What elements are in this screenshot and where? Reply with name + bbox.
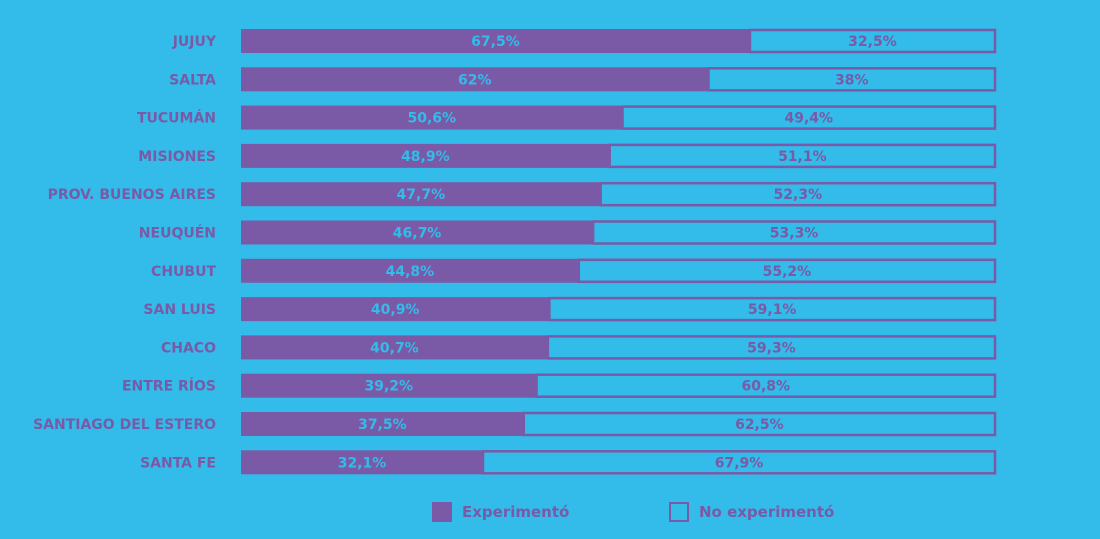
- value-label-experimento-santiago-del-estero: 37,5%: [358, 417, 407, 433]
- legend-item-experimento: Experimentó: [432, 500, 569, 524]
- bar-experimento-tucuman: [241, 105, 623, 130]
- category-label-prov-buenos-aires: PROV. BUENOS AIRES: [48, 187, 216, 203]
- legend-swatch-no-experimento: [669, 502, 689, 522]
- category-label-santiago-del-estero: SANTIAGO DEL ESTERO: [33, 417, 216, 433]
- bar-experimento-chubut: [241, 258, 579, 283]
- bar-experimento-misiones: [241, 143, 610, 168]
- bar-experimento-neuquen: [241, 220, 594, 245]
- value-label-experimento-chaco: 40,7%: [370, 340, 419, 356]
- bar-experimento-chaco: [241, 335, 548, 360]
- value-label-experimento-prov-buenos-aires: 47,7%: [397, 187, 446, 203]
- value-label-experimento-tucuman: 50,6%: [407, 111, 456, 127]
- legend-swatch-experimento: [432, 502, 452, 522]
- category-label-entre-rios: ENTRE RÍOS: [122, 378, 216, 395]
- value-label-experimento-san-luis: 40,9%: [371, 302, 420, 318]
- value-label-experimento-jujuy: 67,5%: [471, 34, 520, 50]
- legend-item-no-experimento: No experimentó: [669, 500, 834, 524]
- category-label-tucuman: TUCUMÁN: [137, 110, 216, 127]
- category-label-misiones: MISIONES: [138, 149, 216, 165]
- legend-label-no-experimento: No experimentó: [699, 503, 835, 521]
- bar-no-experimento-prov-buenos-aires: [599, 181, 997, 207]
- bar-experimento-prov-buenos-aires: [241, 182, 601, 207]
- chart-svg: JUJUY 67,5% 32,5% SALTA 62% 38% TUCUMÁN 50,6% 49…: [33, 28, 997, 475]
- bar-experimento-santiago-del-estero: [241, 412, 524, 436]
- category-label-jujuy: JUJUY: [172, 34, 217, 50]
- value-label-no-experimento-prov-buenos-aires: 52,3%: [774, 187, 823, 203]
- value-label-no-experimento-chubut: 55,2%: [763, 264, 812, 280]
- category-label-chaco: CHACO: [161, 340, 216, 356]
- value-label-no-experimento-neuquen: 53,3%: [770, 226, 819, 242]
- value-label-no-experimento-santiago-del-estero: 62,5%: [735, 417, 784, 433]
- category-label-san-luis: SAN LUIS: [143, 302, 216, 318]
- bar-experimento-entre-rios: [241, 373, 537, 398]
- value-label-experimento-chubut: 44,8%: [386, 264, 435, 280]
- value-label-no-experimento-santa-fe: 67,9%: [715, 455, 764, 471]
- category-label-neuquen: NEUQUÉN: [139, 225, 216, 242]
- category-label-chubut: CHUBUT: [151, 264, 216, 280]
- value-label-no-experimento-san-luis: 59,1%: [748, 302, 797, 318]
- category-label-santa-fe: SANTA FE: [140, 455, 216, 471]
- value-label-experimento-entre-rios: 39,2%: [364, 379, 413, 395]
- category-label-salta: SALTA: [169, 72, 216, 88]
- value-label-no-experimento-misiones: 51,1%: [778, 149, 827, 165]
- value-label-experimento-salta: 62%: [458, 72, 492, 88]
- bar-experimento-san-luis: [241, 297, 550, 322]
- value-label-experimento-santa-fe: 32,1%: [338, 455, 387, 471]
- value-label-experimento-misiones: 48,9%: [401, 149, 450, 165]
- value-label-no-experimento-chaco: 59,3%: [747, 340, 796, 356]
- value-label-no-experimento-salta: 38%: [835, 72, 869, 88]
- legend: Experimentó No experimentó: [0, 500, 1100, 530]
- legend-label-experimento: Experimentó: [462, 503, 570, 521]
- bar-experimento-salta: [241, 67, 709, 92]
- bar-experimento-jujuy: [241, 29, 750, 53]
- value-label-experimento-neuquen: 46,7%: [393, 226, 442, 242]
- bar-experimento-santa-fe: [241, 450, 484, 475]
- value-label-no-experimento-entre-rios: 60,8%: [741, 379, 790, 395]
- value-label-no-experimento-tucuman: 49,4%: [784, 111, 833, 127]
- value-label-no-experimento-jujuy: 32,5%: [848, 34, 897, 50]
